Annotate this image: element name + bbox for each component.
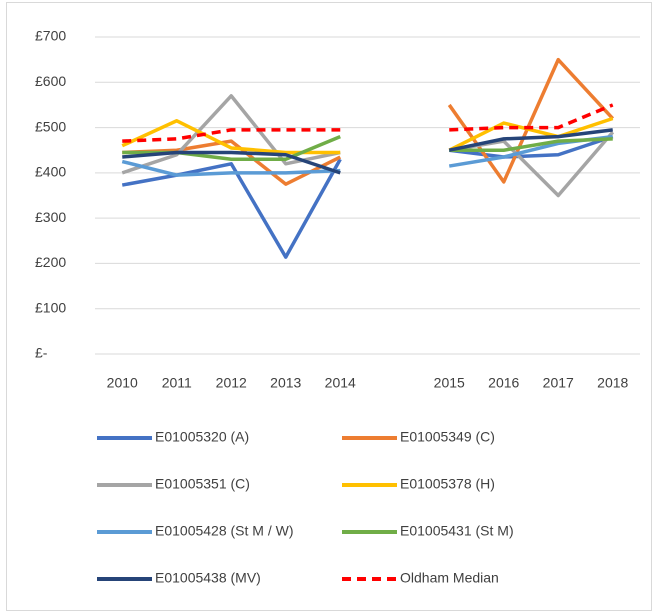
x-tick-label: 2011 (162, 375, 192, 391)
x-tick-label: 2010 (107, 375, 138, 391)
y-tick-label: £600 (35, 73, 66, 89)
x-tick-label: 2016 (488, 375, 519, 391)
legend-label: E01005378 (H) (400, 476, 495, 492)
x-tick-label: 2017 (543, 375, 574, 391)
legend-label: E01005351 (C) (155, 476, 250, 492)
legend-label: Oldham Median (400, 570, 499, 586)
x-tick-label: 2014 (325, 375, 356, 391)
legend-label: E01005320 (A) (155, 429, 249, 445)
y-tick-label: £400 (35, 164, 66, 180)
x-tick-label: 2015 (434, 375, 465, 391)
legend-label: E01005431 (St M) (400, 523, 514, 539)
legend-label: E01005438 (MV) (155, 570, 261, 586)
legend-label: E01005349 (C) (400, 429, 495, 445)
series-line (122, 128, 613, 175)
y-tick-label: £500 (35, 118, 66, 134)
y-tick-label: £300 (35, 209, 66, 225)
y-tick-label: £200 (35, 254, 66, 270)
x-tick-label: 2018 (597, 375, 628, 391)
y-tick-label: £- (35, 345, 48, 361)
series-line (122, 103, 614, 143)
y-tick-label: £700 (35, 28, 66, 44)
y-tick-label: £100 (35, 299, 66, 315)
x-tick-label: 2012 (216, 375, 247, 391)
legend-label: E01005428 (St M / W) (155, 523, 294, 539)
chart-border (6, 2, 652, 611)
series-line (121, 134, 614, 259)
x-tick-label: 2013 (270, 375, 301, 391)
